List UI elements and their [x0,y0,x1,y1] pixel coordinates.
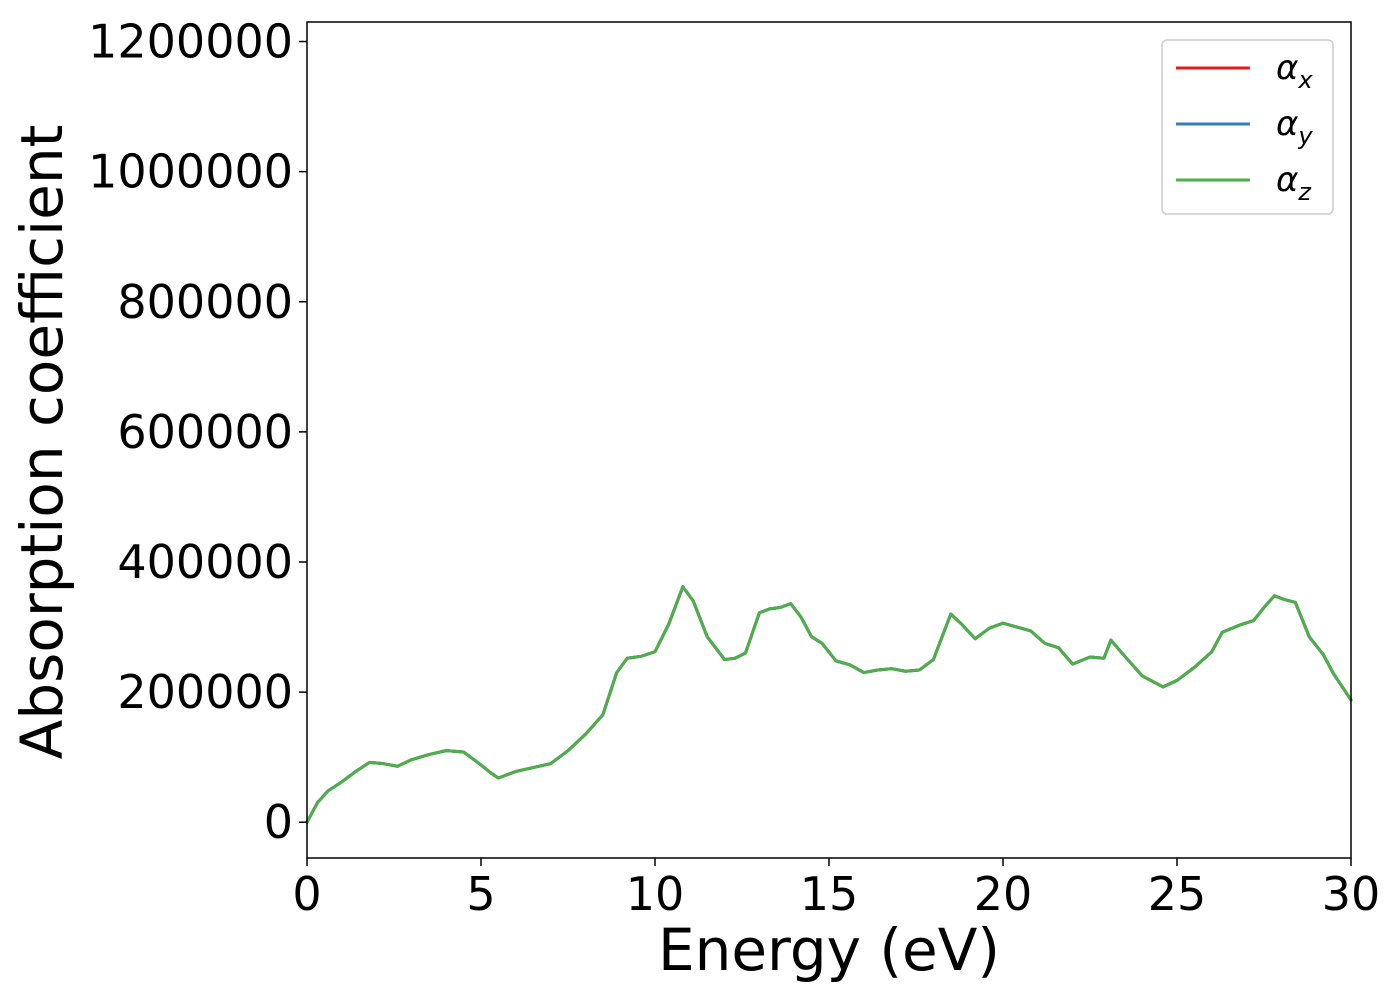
x-tick-label: 5 [466,867,495,921]
y-tick-label: 200000 [117,665,293,719]
x-axis-title: Energy (eV) [658,916,1000,984]
x-tick-label: 30 [1322,867,1381,921]
y-tick-label: 1200000 [88,15,293,69]
legend-label-y: αy [1276,104,1313,150]
legend-label-z: αz [1276,160,1312,206]
y-tick-label: 0 [264,795,293,849]
legend: αx αy αz [1161,39,1334,215]
y-tick-label: 600000 [117,405,293,459]
y-tick-label: 800000 [117,275,293,329]
y-tick-label: 1000000 [88,145,293,199]
x-tick-label: 10 [626,867,685,921]
legend-label-x: αx [1276,48,1313,94]
x-tick-label: 25 [1148,867,1207,921]
legend-box [1161,39,1334,215]
x-tick-label: 15 [800,867,859,921]
series-line-z [305,585,1353,824]
x-tick-label: 20 [974,867,1033,921]
series-layer [305,585,1353,824]
y-axis-title: Absorption coefficient [8,125,76,760]
x-tick-label: 0 [292,867,321,921]
y-tick-label: 400000 [117,535,293,589]
axes-layer: 0 5 10 15 20 25 30 0 200000 400000 600000 800000 100… [88,15,1380,921]
